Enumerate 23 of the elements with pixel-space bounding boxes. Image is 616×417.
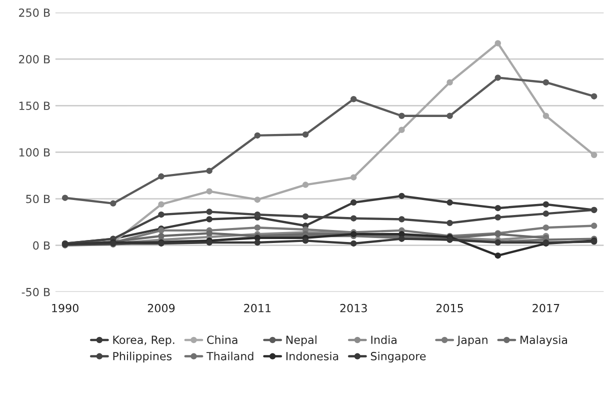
x-tick-label: 2009 (148, 304, 175, 312)
legend-label: Korea, Rep. (113, 336, 174, 346)
legend-label: China (207, 335, 238, 344)
y-tick-label: 100 B (19, 148, 50, 157)
legend-label: Singapore (370, 352, 426, 362)
y-tick-label: 0 B (33, 241, 50, 250)
x-tick-label: 2017 (532, 304, 560, 312)
y-tick-label: -50 B (22, 288, 50, 296)
x-tick-label: 1990 (52, 304, 78, 312)
legend-label: Malaysia (520, 335, 568, 346)
y-tick-label: 50 B (26, 194, 50, 204)
y-tick-label: 250 B (19, 8, 50, 17)
x-tick-label: 2015 (436, 304, 463, 312)
legend-label: India (371, 335, 396, 344)
y-tick-label: 200 B (19, 55, 50, 64)
x-tick-label: 2011 (244, 304, 271, 312)
legend-label: Thailand (206, 352, 254, 360)
x-tick-label: 2013 (340, 304, 367, 312)
legend-label: Nepal (286, 335, 316, 346)
legend-label: Japan (456, 336, 488, 346)
legend-label: Philippines (113, 352, 172, 362)
legend-label: Indonesia (286, 352, 338, 360)
y-tick-label: 150 B (19, 102, 50, 110)
